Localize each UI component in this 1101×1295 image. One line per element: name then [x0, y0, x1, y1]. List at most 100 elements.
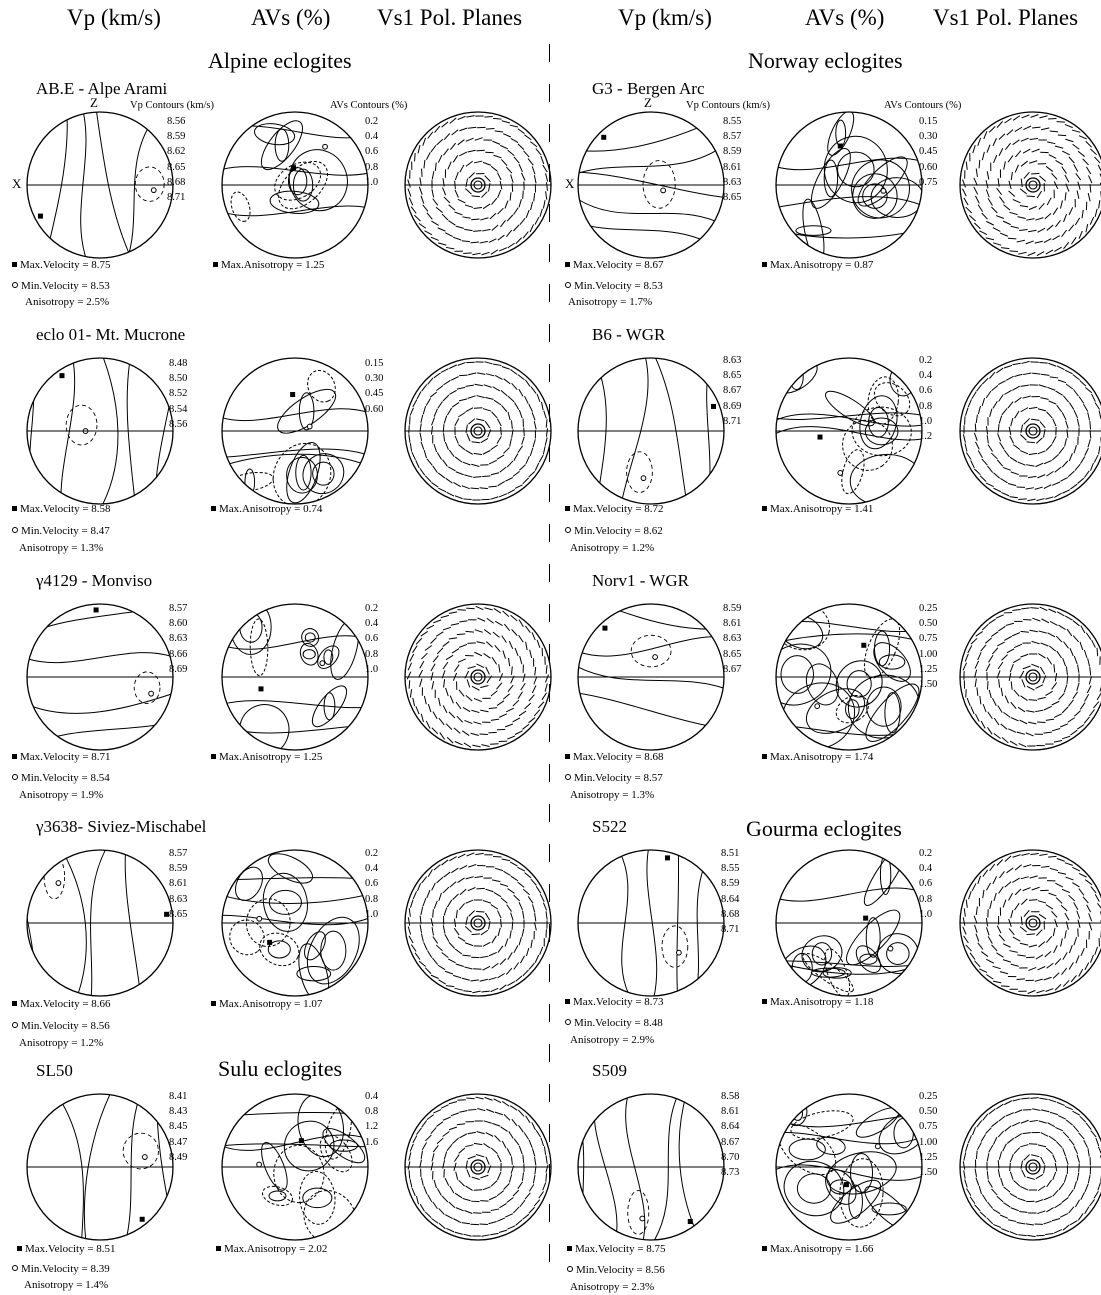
polarization-tick: [1018, 1234, 1027, 1237]
polarization-tick: [498, 1229, 508, 1233]
polarization-tick: [1046, 962, 1054, 969]
max-anisotropy-label: Max.Anisotropy = 0.74: [211, 504, 322, 515]
polarization-tick: [443, 433, 446, 442]
polarization-tick: [1019, 229, 1028, 231]
contour-line: [787, 1101, 808, 1127]
polarization-tick: [981, 212, 988, 220]
avs-contours-head-left: AVs Contours (%): [330, 100, 408, 111]
min-anisotropy-marker: [322, 143, 328, 150]
polarization-tick: [415, 1195, 420, 1205]
polarization-tick: [494, 1111, 504, 1116]
contour-line: [27, 690, 173, 714]
polarization-tick: [1076, 1154, 1080, 1163]
polarization-tick: [992, 401, 998, 409]
polarization-tick: [527, 896, 534, 904]
vp-stereonet: [577, 603, 725, 751]
polarization-tick: [1020, 1119, 1029, 1124]
anisotropy-label: Anisotropy = 1.4%: [24, 1279, 109, 1291]
net-outline: [577, 1093, 725, 1241]
polarization-tick: [1032, 1108, 1041, 1111]
contour-line: [876, 933, 919, 974]
polarization-tick: [964, 407, 969, 416]
polarization-tick: [981, 1194, 988, 1202]
polarization-tick: [523, 427, 525, 436]
contour-line: [27, 604, 173, 638]
max-marker-icon: [12, 754, 17, 759]
contour-line: [776, 157, 922, 171]
contour-line: [222, 1143, 368, 1148]
polarization-tick: [423, 942, 428, 951]
polarization-tick: [1020, 160, 1028, 167]
polarization-tick: [1026, 710, 1035, 713]
polarization-tick: [963, 1170, 966, 1179]
polarization-tick: [468, 1108, 477, 1111]
polarization-tick: [977, 450, 983, 459]
vp-header-right: Vp (km/s): [618, 5, 712, 30]
max-velocity-marker: [687, 1218, 693, 1224]
polarization-tick: [451, 867, 459, 874]
polarization-tick: [448, 204, 456, 211]
polarization-tick: [1029, 1119, 1038, 1123]
polarization-tick: [507, 735, 516, 740]
sample-title: G3 - Bergen Arc: [592, 79, 705, 98]
contour-line: [238, 704, 290, 750]
polarization-tick: [1052, 481, 1061, 486]
polarization-tick: [1000, 687, 1004, 697]
polarization-tick: [977, 405, 981, 415]
polarization-tick: [1062, 1131, 1070, 1139]
polarization-tick: [1083, 716, 1090, 724]
polarization-tick: [1055, 390, 1063, 396]
polarization-tick: [985, 426, 989, 435]
max-velocity-label: Max.Velocity = 8.73: [565, 997, 664, 1008]
polarization-tick: [1062, 735, 1071, 740]
polarization-tick: [528, 1184, 535, 1192]
polarization-tick: [1005, 375, 1014, 381]
avs-contours-head-right: AVs Contours (%): [884, 100, 962, 111]
min-marker-icon: [12, 1265, 18, 1271]
polarization-tick: [465, 899, 474, 904]
polarization-tick: [1019, 926, 1028, 933]
net-outline: [775, 111, 923, 259]
polarization-tick: [452, 1137, 460, 1144]
polarization-tick: [989, 408, 993, 417]
min-marker-icon: [565, 1019, 571, 1025]
polarization-tick: [511, 629, 518, 636]
polarization-tick: [986, 1217, 994, 1225]
polarization-tick: [462, 954, 471, 957]
polarization-tick: [1019, 188, 1028, 195]
divider-segment: [549, 364, 550, 382]
polarization-tick: [1079, 380, 1087, 387]
polarization-tick: [502, 693, 510, 700]
polarization-tick: [514, 730, 523, 735]
polarization-tick: [1012, 936, 1021, 942]
polarization-tick: [1031, 1154, 1040, 1158]
polarization-tick: [482, 900, 492, 904]
polarization-tick: [1025, 240, 1034, 245]
polarization-tick: [507, 1225, 516, 1230]
polarization-tick: [451, 648, 460, 654]
max-marker-icon: [211, 1001, 216, 1006]
net-outline: [26, 111, 174, 259]
polarization-tick: [506, 460, 514, 468]
polarization-tick: [974, 678, 977, 687]
polarization-tick: [496, 682, 503, 690]
polarization-tick: [1082, 896, 1089, 904]
polarization-tick: [1052, 207, 1059, 215]
polarization-tick: [1034, 978, 1043, 982]
polarization-tick: [525, 455, 530, 465]
polarization-tick: [1097, 164, 1101, 173]
polarization-tick: [457, 853, 466, 859]
polarization-tick: [1086, 685, 1092, 694]
vs1-stereonet: [404, 111, 552, 259]
polarization-tick: [518, 1145, 523, 1155]
polarization-tick: [1046, 1179, 1053, 1188]
contour-line: [859, 953, 878, 965]
polarization-tick: [1065, 1156, 1069, 1165]
polarization-tick: [1016, 978, 1025, 981]
max-velocity-marker: [37, 213, 43, 219]
polarization-tick: [488, 921, 491, 930]
polarization-tick: [519, 655, 523, 665]
min-marker-icon: [12, 282, 18, 288]
polarization-tick: [531, 685, 537, 694]
polarization-tick: [488, 707, 498, 710]
